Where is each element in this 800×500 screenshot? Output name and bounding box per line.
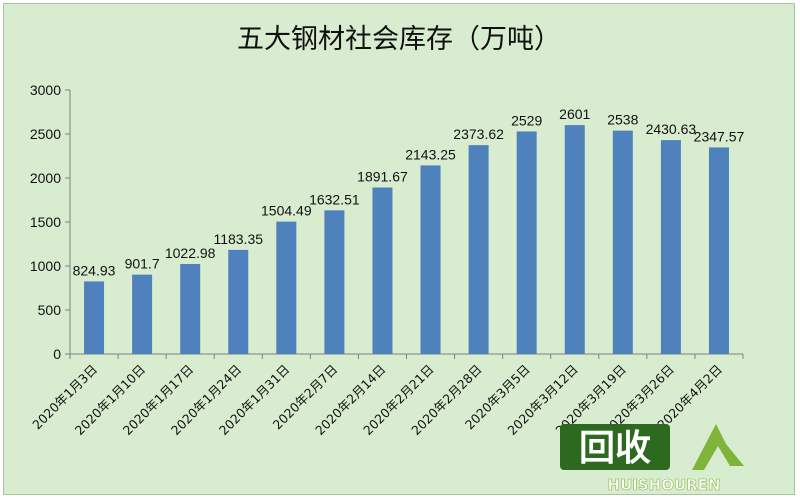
data-label: 901.7 bbox=[125, 256, 160, 272]
bars bbox=[84, 125, 729, 354]
watermark-site-text: HUISHOUREN bbox=[608, 476, 721, 494]
y-tick-label: 1000 bbox=[30, 258, 61, 274]
data-label: 2529 bbox=[511, 112, 542, 128]
data-label: 1183.35 bbox=[213, 231, 263, 247]
data-label: 2538 bbox=[607, 112, 638, 128]
bar-chart: 五大钢材社会库存（万吨） 0 500 1000 1500 2000 2500 3000 82… bbox=[29, 24, 745, 494]
data-label: 1022.98 bbox=[165, 245, 216, 261]
bar bbox=[516, 131, 537, 354]
data-label: 2601 bbox=[559, 106, 590, 122]
y-tick-label: 2000 bbox=[30, 170, 61, 186]
bar bbox=[612, 130, 633, 354]
chart-frame: 五大钢材社会库存（万吨） 0 500 1000 1500 2000 2500 3000 82… bbox=[3, 3, 795, 495]
y-tick-label: 0 bbox=[53, 346, 61, 362]
data-label: 2373.62 bbox=[453, 126, 504, 142]
data-label: 1891.67 bbox=[357, 169, 408, 185]
bar bbox=[420, 165, 441, 354]
watermark-logo-text: 回收 bbox=[579, 428, 651, 469]
bar bbox=[468, 145, 489, 354]
watermark-leaf-icon bbox=[692, 424, 744, 470]
y-tick-label: 2500 bbox=[30, 126, 61, 142]
watermark-box bbox=[560, 424, 670, 470]
bar bbox=[228, 249, 249, 354]
bar bbox=[84, 281, 105, 354]
bar bbox=[276, 221, 297, 354]
bar bbox=[708, 147, 729, 354]
bar bbox=[564, 125, 585, 354]
watermark-logo: 回收 HUISHOUREN bbox=[560, 424, 744, 494]
bar bbox=[372, 187, 393, 354]
bar bbox=[324, 210, 345, 354]
x-axis bbox=[69, 353, 744, 359]
data-label: 1632.51 bbox=[309, 191, 360, 207]
data-label: 1504.49 bbox=[261, 203, 312, 219]
data-label: 824.93 bbox=[73, 262, 116, 278]
y-tick-label: 3000 bbox=[30, 82, 61, 98]
bar bbox=[132, 274, 153, 354]
data-label: 2430.63 bbox=[646, 121, 697, 137]
data-label: 2347.57 bbox=[694, 128, 745, 144]
y-tick-label: 500 bbox=[38, 302, 62, 318]
chart-title: 五大钢材社会库存（万吨） bbox=[237, 24, 561, 55]
bar bbox=[660, 140, 681, 354]
data-label: 2143.25 bbox=[405, 146, 456, 162]
bar bbox=[180, 263, 201, 354]
y-tick-label: 1500 bbox=[30, 214, 61, 230]
y-axis: 0 500 1000 1500 2000 2500 3000 bbox=[30, 82, 71, 362]
